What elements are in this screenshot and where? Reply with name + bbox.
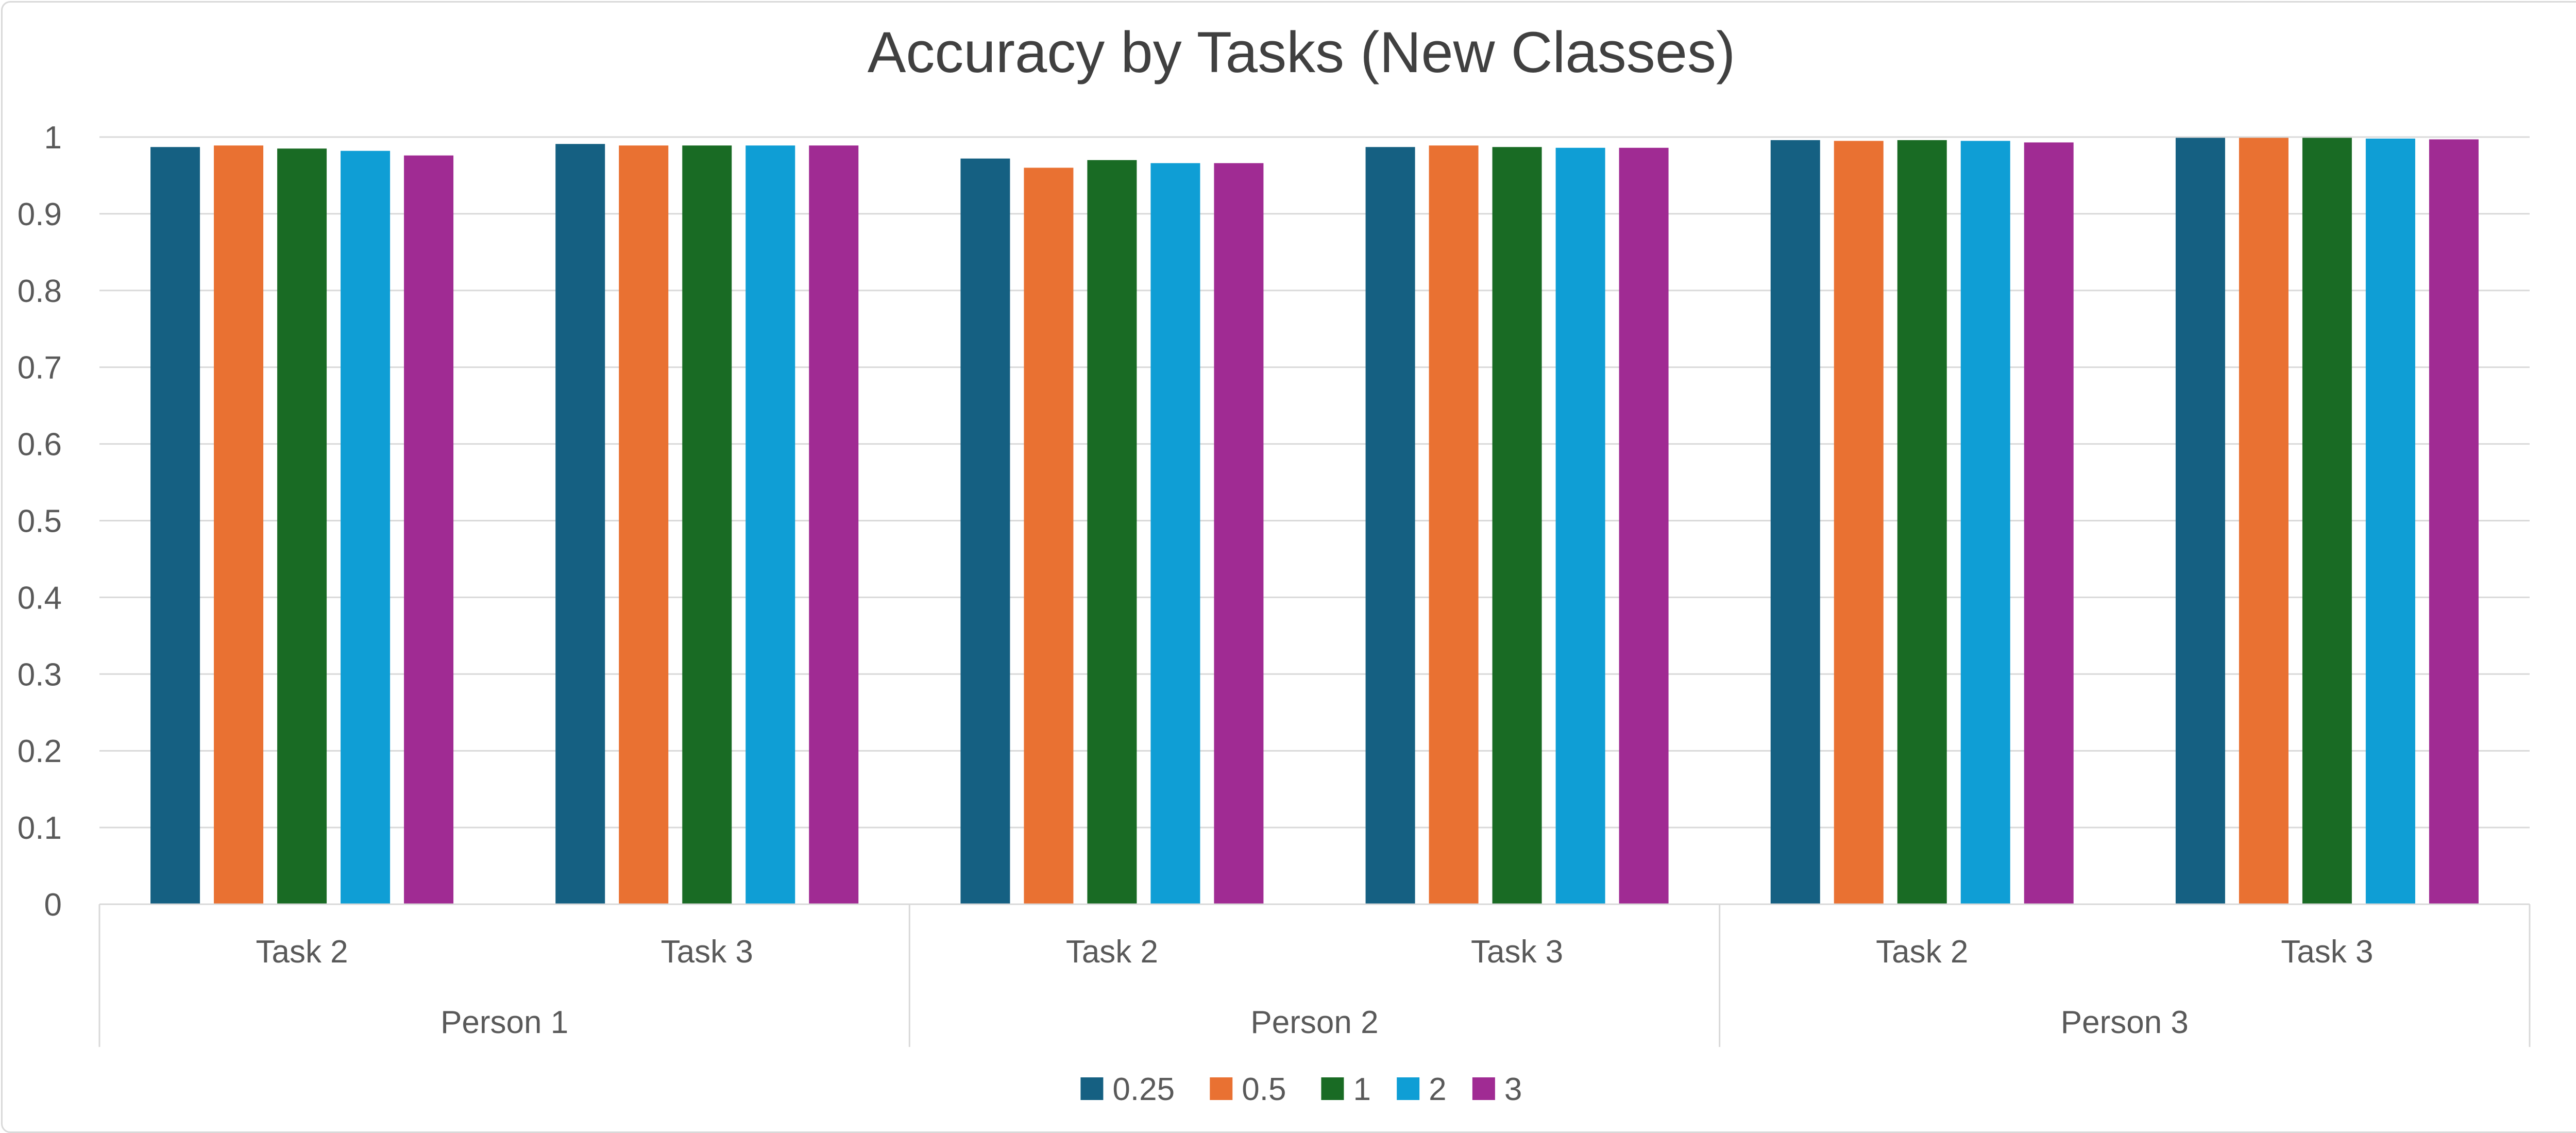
x-axis-labels: Task 2 Task 3 Task 2 Task 3 Task 2 Task 3 Pers… (256, 934, 2373, 1040)
bar (1087, 160, 1137, 904)
bar (1024, 167, 1074, 904)
bar (277, 148, 327, 905)
x-tick-label: Task 3 (661, 934, 753, 970)
bar (404, 155, 454, 905)
y-tick-label: 0.6 (18, 427, 62, 463)
bar (1429, 145, 1479, 904)
legend-swatch (1397, 1077, 1420, 1100)
y-tick-label: 0.5 (18, 504, 62, 539)
bar (1365, 147, 1415, 905)
bar (1834, 141, 1884, 904)
y-tick-label: 0.3 (18, 657, 62, 692)
bar (341, 150, 391, 904)
bar (1960, 141, 2010, 904)
bar (1770, 140, 1820, 904)
bar (2239, 138, 2289, 904)
x-tick-label: Task 3 (1471, 934, 1563, 970)
y-tick-label: 1 (44, 120, 62, 156)
y-tick-label: 0 (44, 887, 62, 923)
group-label: Person 2 (1250, 1005, 1378, 1040)
legend-swatch (1472, 1077, 1495, 1100)
bar (2024, 142, 2074, 905)
gridlines (99, 136, 2530, 828)
legend: 0.25 0.5 1 2 3 (1080, 1072, 1522, 1107)
bar (1214, 163, 1264, 905)
bar (1150, 163, 1200, 905)
y-tick-label: 0.2 (18, 734, 62, 769)
x-tick-label: Task 2 (256, 934, 348, 970)
bar (2302, 138, 2352, 904)
legend-label: 1 (1353, 1072, 1370, 1107)
bar (1619, 147, 1669, 905)
y-tick-label: 0.4 (18, 580, 62, 616)
bar (682, 145, 732, 904)
bar (555, 144, 605, 904)
bar (2175, 138, 2225, 904)
legend-swatch (1210, 1077, 1233, 1100)
group-label: Person 3 (2061, 1005, 2189, 1040)
y-tick-label: 0.1 (18, 810, 62, 846)
bar (2365, 138, 2415, 904)
bar (1555, 147, 1605, 905)
x-tick-label: Task 3 (2281, 934, 2373, 970)
chart-title: Accuracy by Tasks (New Classes) (868, 20, 1736, 84)
bar (2429, 139, 2479, 904)
legend-swatch (1080, 1077, 1104, 1100)
legend-label: 3 (1504, 1072, 1522, 1107)
bar (1492, 147, 1542, 905)
x-tick-label: Task 2 (1066, 934, 1158, 970)
y-tick-label: 0.9 (18, 197, 62, 232)
y-tick-label: 0.8 (18, 274, 62, 309)
group-label: Person 1 (440, 1005, 568, 1040)
bar (214, 145, 264, 904)
x-tick-label: Task 2 (1876, 934, 1968, 970)
legend-label: 0.25 (1112, 1072, 1175, 1107)
bar (809, 145, 859, 904)
legend-label: 0.5 (1242, 1072, 1286, 1107)
bar (960, 158, 1010, 904)
legend-swatch (1321, 1077, 1344, 1100)
bar (745, 145, 795, 904)
bars (150, 138, 2479, 905)
y-tick-label: 0.7 (18, 350, 62, 386)
bar (619, 145, 669, 904)
bar (150, 147, 200, 905)
legend-label: 2 (1429, 1072, 1446, 1107)
y-axis-tick-labels: 0 0.1 0.2 0.3 0.4 0.5 0.6 0.7 0.8 0.9 1 (18, 120, 62, 923)
bar (1897, 140, 1947, 904)
x-axis (98, 903, 2531, 1047)
